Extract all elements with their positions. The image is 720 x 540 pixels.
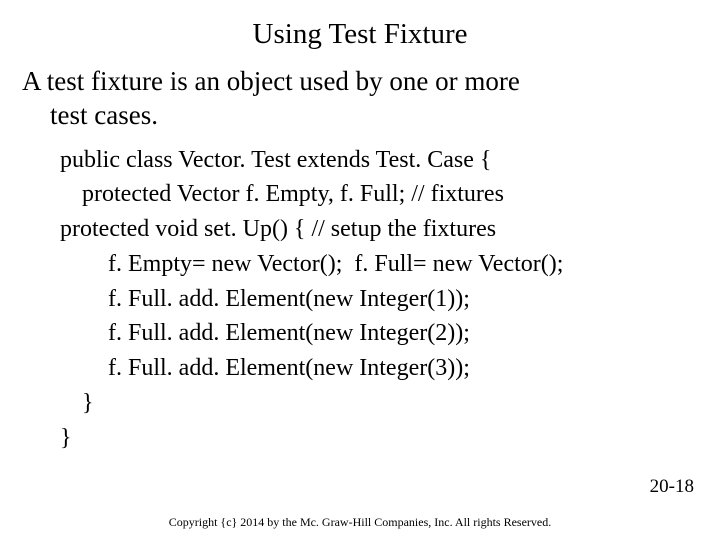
code-line-2: protected void set. Up() { // setup the … [60, 212, 688, 247]
code-line-4: f. Full. add. Element(new Integer(1)); [60, 282, 688, 317]
code-block: public class Vector. Test extends Test. … [0, 133, 720, 456]
body-line-1: A test fixture is an object used by one … [22, 65, 688, 99]
code-line-5: f. Full. add. Element(new Integer(2)); [60, 316, 688, 351]
code-line-3: f. Empty= new Vector(); f. Full= new Vec… [60, 247, 688, 282]
code-line-0: public class Vector. Test extends Test. … [60, 143, 688, 178]
page-number: 20-18 [650, 476, 694, 498]
code-line-8: } [60, 421, 688, 456]
code-line-1: protected Vector f. Empty, f. Full; // f… [60, 177, 688, 212]
copyright-footer: Copyright {c} 2014 by the Mc. Graw-Hill … [0, 515, 720, 530]
slide: Using Test Fixture A test fixture is an … [0, 0, 720, 540]
code-line-7: } [60, 386, 688, 421]
body-line-2: test cases. [22, 99, 688, 133]
slide-title: Using Test Fixture [0, 0, 720, 59]
code-line-6: f. Full. add. Element(new Integer(3)); [60, 351, 688, 386]
body-text: A test fixture is an object used by one … [0, 59, 720, 133]
